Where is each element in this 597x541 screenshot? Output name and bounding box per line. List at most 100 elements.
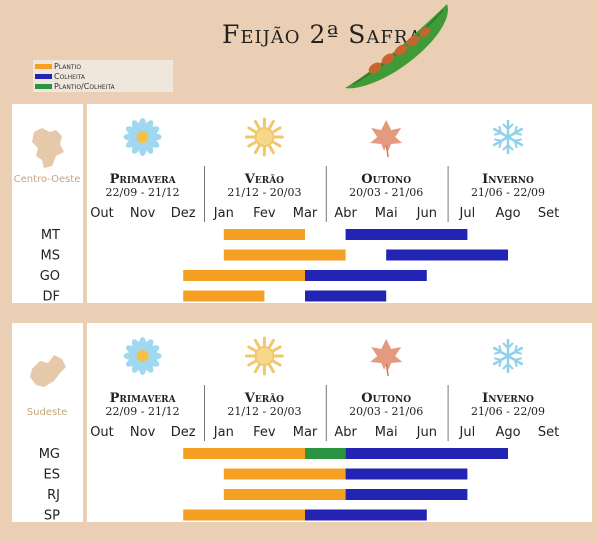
bar-colheita <box>345 448 508 459</box>
season-dates: 21/12 - 20/03 <box>227 186 301 199</box>
leaf-shape <box>370 339 403 370</box>
season-name: Inverno <box>482 391 534 406</box>
month-tick-label: Fev <box>253 206 276 221</box>
bar-colheita <box>345 468 468 480</box>
month-tick-label: Abr <box>334 425 357 440</box>
snowflake-icon <box>492 339 524 373</box>
month-tick-label: Set <box>538 425 559 440</box>
season-name: Verão <box>244 391 284 406</box>
bar-plantio <box>183 290 265 302</box>
state-label: MS <box>41 249 60 264</box>
legend-label: Colheita <box>54 71 86 81</box>
sun-ray <box>268 145 275 155</box>
snow-branch <box>493 125 503 136</box>
snow-branch <box>513 138 523 149</box>
season-dates: 21/06 - 22/09 <box>471 405 545 418</box>
state-label: MG <box>39 447 60 462</box>
leaf-stem <box>385 144 389 158</box>
sun-ray <box>247 126 257 133</box>
region-label: Centro-Oeste <box>13 174 81 185</box>
flower-center <box>136 131 149 143</box>
bar-plantio <box>223 468 346 480</box>
month-tick-label: Jan <box>213 206 234 221</box>
snow-branch <box>502 123 514 131</box>
snowflake-icon <box>492 120 524 154</box>
month-tick-label: Jul <box>459 206 476 221</box>
panel-bottom-edge <box>12 303 592 304</box>
bar-plantio-colheita <box>305 448 346 459</box>
region-map-icon <box>32 128 64 168</box>
month-tick-label: Mar <box>293 206 318 221</box>
sun-icon <box>244 117 284 157</box>
region-divider <box>83 323 87 523</box>
sun-ray <box>272 126 282 133</box>
sun-ray <box>272 345 282 352</box>
sun-ray <box>272 360 282 367</box>
snow-branch <box>493 344 503 355</box>
panel-bottom-edge <box>12 522 592 523</box>
legend-swatch <box>35 83 52 89</box>
season-name: Verão <box>244 172 284 187</box>
bar-plantio <box>183 270 305 281</box>
month-tick-label: Jan <box>213 425 234 440</box>
month-tick-label: Jun <box>416 425 437 440</box>
season-name: Outono <box>361 391 411 406</box>
sun-disc <box>254 346 275 366</box>
region-label: Sudeste <box>26 407 68 418</box>
season-name: Primavera <box>110 391 177 406</box>
season-dates: 20/03 - 21/06 <box>349 186 423 199</box>
flower-center <box>136 350 149 362</box>
snow-branch <box>502 143 514 151</box>
sun-icon <box>244 336 284 376</box>
sun-ray <box>268 119 275 129</box>
snow-branch <box>493 138 503 149</box>
month-tick-label: Nov <box>130 425 156 440</box>
legend-item-plantio: Plantio <box>35 61 81 71</box>
sun-ray <box>268 364 275 374</box>
leaf-icon <box>370 120 403 158</box>
season-dates: 22/09 - 21/12 <box>106 405 180 418</box>
snow-branch <box>513 125 523 136</box>
bar-plantio <box>223 249 346 261</box>
month-tick-label: Abr <box>334 206 357 221</box>
legend-swatch <box>35 73 52 79</box>
bar-colheita <box>345 229 468 240</box>
season-dates: 21/12 - 20/03 <box>227 405 301 418</box>
legend-label: Plantio <box>54 61 82 71</box>
leaf-stem <box>385 363 389 377</box>
bar-plantio <box>223 229 305 240</box>
month-tick-label: Out <box>90 425 114 440</box>
bar-colheita <box>386 249 508 261</box>
month-tick-label: Dez <box>171 425 196 440</box>
month-tick-label: Mai <box>375 206 398 221</box>
season-dates: 20/03 - 21/06 <box>349 405 423 418</box>
bar-plantio <box>223 489 346 500</box>
legend-item-plantio-colheita: Plantio/Colheita <box>35 81 115 91</box>
snow-branch <box>502 362 514 370</box>
month-tick-label: Fev <box>253 425 276 440</box>
state-label: GO <box>40 269 60 284</box>
leaf-shape <box>370 120 403 151</box>
sun-ray <box>268 338 275 348</box>
leaf-icon <box>370 339 403 377</box>
state-label: RJ <box>47 488 60 503</box>
month-tick-label: Out <box>90 206 114 221</box>
month-tick-label: Jul <box>459 425 476 440</box>
sun-ray <box>253 338 261 348</box>
bar-plantio <box>183 509 305 521</box>
month-tick-label: Mai <box>375 425 398 440</box>
month-tick-label: Jun <box>416 206 437 221</box>
snow-branch <box>513 344 523 355</box>
snow-branch <box>513 357 523 368</box>
region-map-icon <box>30 355 66 387</box>
sun-ray <box>253 119 261 129</box>
sun-ray <box>272 141 282 148</box>
sun-ray <box>253 145 261 155</box>
snow-branch <box>502 342 514 350</box>
region-divider <box>83 104 87 304</box>
snow-branch <box>493 357 503 368</box>
flower-icon <box>123 118 162 156</box>
sun-ray <box>247 141 257 148</box>
